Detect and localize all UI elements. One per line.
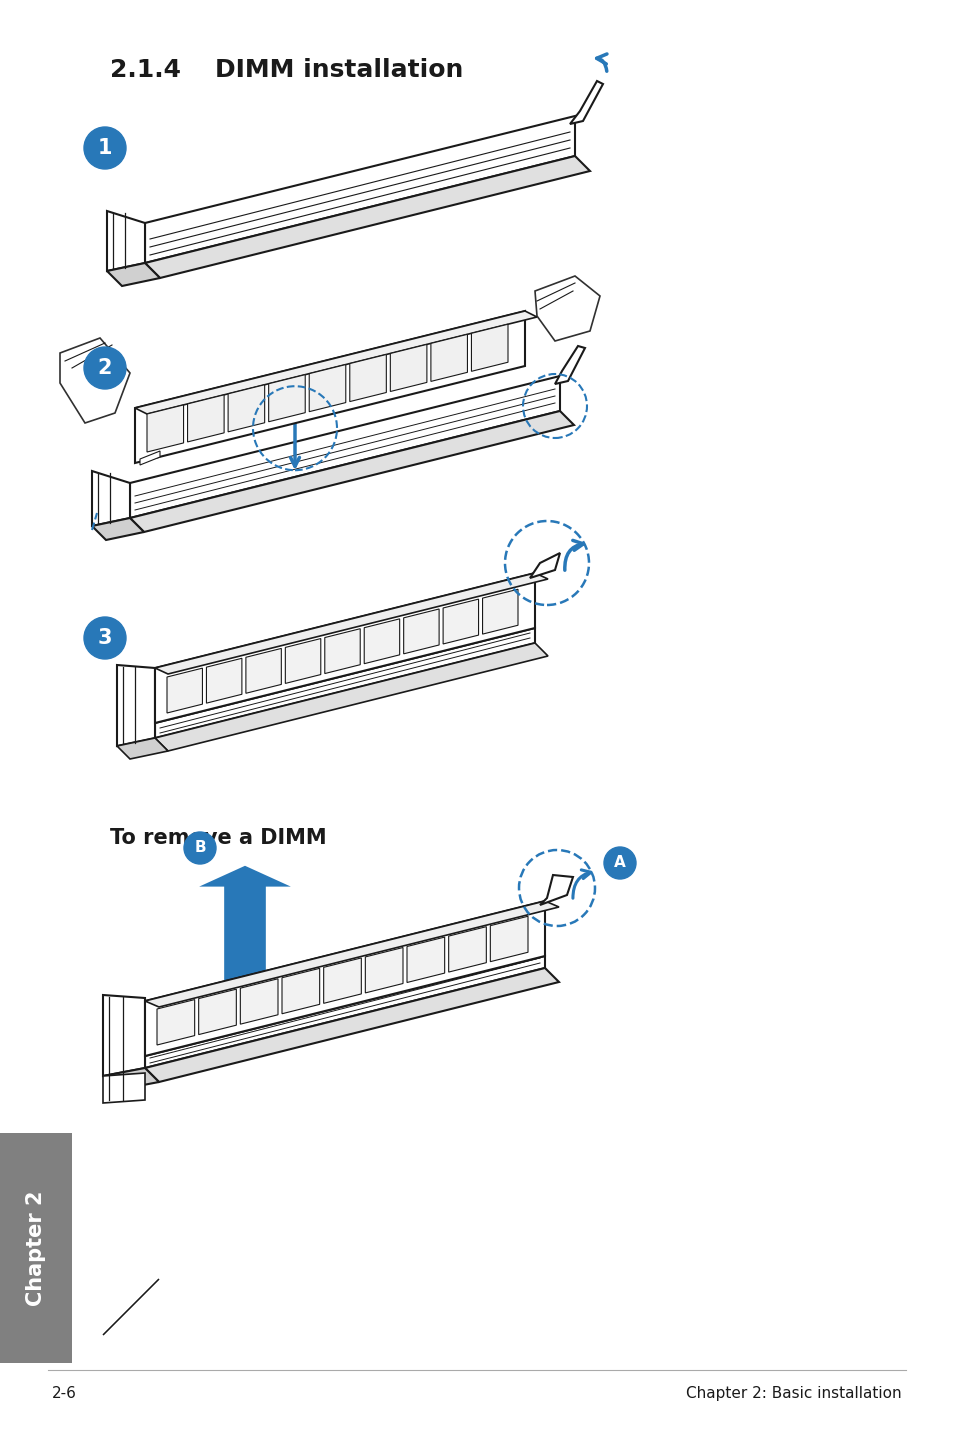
Polygon shape [135, 311, 524, 463]
Circle shape [84, 617, 126, 659]
Text: DIMM installation: DIMM installation [214, 58, 463, 82]
Polygon shape [91, 518, 144, 541]
Polygon shape [431, 334, 467, 381]
Polygon shape [282, 968, 319, 1014]
Circle shape [84, 347, 126, 390]
Polygon shape [448, 926, 486, 972]
Polygon shape [206, 659, 242, 703]
Polygon shape [403, 608, 438, 654]
Polygon shape [145, 902, 558, 1007]
Polygon shape [107, 263, 160, 286]
Polygon shape [246, 649, 281, 693]
Polygon shape [135, 311, 537, 414]
Polygon shape [390, 345, 426, 391]
Polygon shape [130, 411, 574, 532]
Text: Chapter 2: Chapter 2 [26, 1191, 46, 1306]
Circle shape [184, 833, 215, 864]
Polygon shape [198, 989, 236, 1034]
Polygon shape [309, 365, 345, 411]
Polygon shape [145, 968, 558, 1081]
Text: 2: 2 [97, 358, 112, 378]
Polygon shape [117, 664, 154, 746]
Text: To remove a DIMM: To remove a DIMM [110, 828, 326, 848]
Polygon shape [240, 979, 277, 1024]
Polygon shape [555, 347, 584, 384]
Polygon shape [471, 324, 507, 371]
Polygon shape [145, 155, 589, 278]
Polygon shape [140, 452, 160, 464]
Polygon shape [60, 338, 130, 423]
Polygon shape [145, 902, 544, 1055]
Polygon shape [154, 628, 535, 738]
Text: A: A [614, 856, 625, 870]
Text: B: B [194, 840, 206, 856]
Polygon shape [130, 375, 559, 518]
Polygon shape [530, 554, 559, 578]
Polygon shape [103, 995, 145, 1076]
Polygon shape [154, 643, 547, 751]
Polygon shape [324, 628, 360, 673]
Polygon shape [154, 572, 535, 723]
Polygon shape [188, 395, 224, 441]
Polygon shape [365, 948, 402, 992]
Polygon shape [323, 958, 361, 1004]
Text: Chapter 2: Basic installation: Chapter 2: Basic installation [685, 1386, 901, 1401]
Polygon shape [107, 211, 145, 270]
Polygon shape [569, 81, 602, 124]
Text: 2.1.4: 2.1.4 [110, 58, 181, 82]
Polygon shape [147, 406, 183, 452]
Polygon shape [117, 738, 168, 759]
Polygon shape [285, 638, 320, 683]
Circle shape [84, 127, 126, 170]
Polygon shape [91, 472, 130, 526]
Polygon shape [157, 999, 194, 1045]
Polygon shape [145, 116, 575, 263]
Text: 1: 1 [97, 138, 112, 158]
Polygon shape [350, 355, 386, 401]
Circle shape [603, 847, 636, 879]
Polygon shape [490, 916, 527, 962]
Polygon shape [539, 874, 573, 905]
Text: 2-6: 2-6 [52, 1386, 77, 1401]
Polygon shape [167, 669, 202, 713]
Polygon shape [364, 618, 399, 664]
Polygon shape [442, 600, 478, 644]
Polygon shape [145, 956, 544, 1068]
Polygon shape [103, 1278, 159, 1334]
Polygon shape [535, 276, 599, 341]
Polygon shape [482, 590, 517, 634]
Polygon shape [103, 1073, 145, 1103]
Polygon shape [269, 375, 305, 421]
Text: 3: 3 [97, 628, 112, 649]
Polygon shape [154, 572, 547, 674]
Polygon shape [407, 938, 444, 982]
Polygon shape [228, 385, 264, 431]
FancyBboxPatch shape [0, 1133, 71, 1363]
Polygon shape [103, 1068, 159, 1090]
